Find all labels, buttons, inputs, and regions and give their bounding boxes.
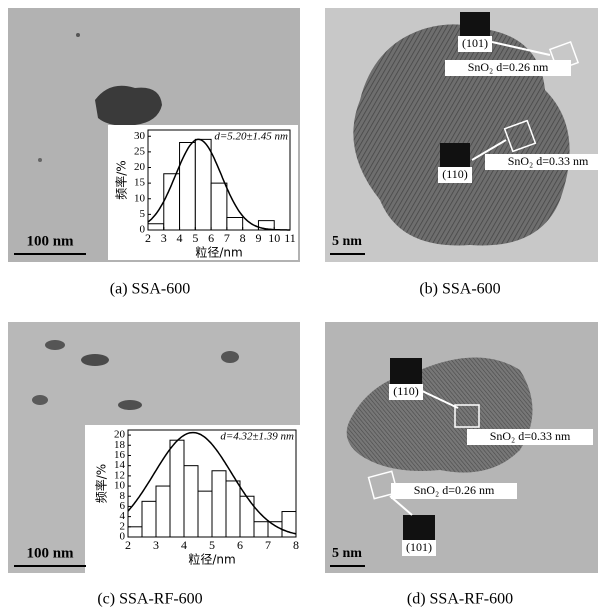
bar bbox=[227, 218, 243, 231]
y-tick-label: 15 bbox=[134, 177, 146, 189]
x-axis-label: 粒径/nm bbox=[188, 552, 235, 567]
x-tick-label: 9 bbox=[255, 231, 261, 245]
y-tick-label: 30 bbox=[134, 130, 146, 142]
y-tick-label: 10 bbox=[134, 192, 146, 204]
figure: (a) SSA-600 100 nm (b) SSA-600 5 nm (c) SSA-… bbox=[0, 0, 605, 610]
annotation: SnO₂ d=0.33 nm bbox=[490, 429, 571, 443]
bar bbox=[180, 143, 196, 231]
annotation: (110) bbox=[393, 384, 419, 398]
x-tick-label: 2 bbox=[145, 231, 151, 245]
x-tick-label: 5 bbox=[209, 538, 215, 552]
bar bbox=[156, 486, 170, 537]
bar bbox=[268, 522, 282, 537]
bar bbox=[148, 224, 164, 230]
y-tick-label: 20 bbox=[134, 161, 146, 173]
fit-annotation: d=4.32±1.39 nm bbox=[220, 431, 294, 443]
bar bbox=[195, 139, 211, 230]
scale-bar-label: 5 nm bbox=[332, 546, 362, 561]
x-tick-label: 6 bbox=[237, 538, 243, 552]
bar bbox=[184, 466, 198, 537]
particle bbox=[118, 400, 142, 410]
x-axis-label: 粒径/nm bbox=[195, 245, 242, 260]
x-tick-label: 3 bbox=[153, 538, 159, 552]
x-tick-label: 3 bbox=[161, 231, 167, 245]
particle bbox=[32, 395, 48, 405]
x-tick-label: 2 bbox=[125, 538, 131, 552]
annotation: (101) bbox=[406, 540, 432, 554]
caption: (b) SSA-600 bbox=[419, 281, 500, 298]
bar bbox=[212, 471, 226, 537]
y-tick-label: 5 bbox=[140, 208, 146, 220]
y-axis-label: 频率/% bbox=[114, 160, 129, 199]
x-tick-label: 8 bbox=[293, 538, 299, 552]
x-tick-label: 10 bbox=[268, 231, 280, 245]
annotation: (101) bbox=[462, 36, 488, 50]
caption: (c) SSA-RF-600 bbox=[97, 591, 202, 608]
bar bbox=[254, 522, 268, 537]
y-axis-label: 频率/% bbox=[94, 464, 109, 503]
bar bbox=[240, 496, 254, 537]
particle bbox=[38, 158, 42, 162]
x-tick-label: 5 bbox=[192, 231, 198, 245]
caption: (d) SSA-RF-600 bbox=[407, 591, 513, 608]
x-tick-label: 7 bbox=[224, 231, 230, 245]
x-tick-label: 11 bbox=[284, 231, 296, 245]
body: (a) SSA-600 100 nm (b) SSA-600 5 nm (c) SSA-… bbox=[0, 0, 605, 615]
y-tick-label: 25 bbox=[134, 145, 146, 157]
x-tick-label: 7 bbox=[265, 538, 271, 552]
scale-bar-label: 100 nm bbox=[26, 233, 74, 249]
bar bbox=[170, 440, 184, 537]
bar bbox=[211, 183, 227, 230]
scale-bar-label: 100 nm bbox=[26, 545, 74, 561]
annotation: SnO₂ d=0.33 nm bbox=[508, 154, 589, 168]
x-tick-label: 8 bbox=[240, 231, 246, 245]
annotation: SnO₂ d=0.26 nm bbox=[468, 60, 549, 74]
bar bbox=[164, 174, 180, 230]
fit-annotation: d=5.20±1.45 nm bbox=[214, 131, 288, 143]
y-tick-label: 20 bbox=[114, 429, 126, 441]
annotation: (110) bbox=[442, 167, 468, 181]
bar bbox=[226, 481, 240, 537]
x-tick-label: 6 bbox=[208, 231, 214, 245]
bar bbox=[128, 527, 142, 537]
particle bbox=[76, 33, 80, 37]
page: {"panels": [ {"caption": "(a) SSA-600", … bbox=[0, 0, 605, 615]
particle bbox=[45, 340, 65, 350]
caption: (a) SSA-600 bbox=[110, 281, 190, 298]
bar bbox=[198, 491, 212, 537]
scale-bar-label: 5 nm bbox=[332, 234, 362, 249]
particle bbox=[81, 354, 109, 366]
bar bbox=[142, 501, 156, 537]
x-tick-label: 4 bbox=[181, 538, 187, 552]
particle bbox=[221, 351, 239, 363]
x-tick-label: 4 bbox=[177, 231, 183, 245]
annotation: SnO₂ d=0.26 nm bbox=[414, 483, 495, 497]
y-tick-label: 0 bbox=[140, 224, 146, 236]
